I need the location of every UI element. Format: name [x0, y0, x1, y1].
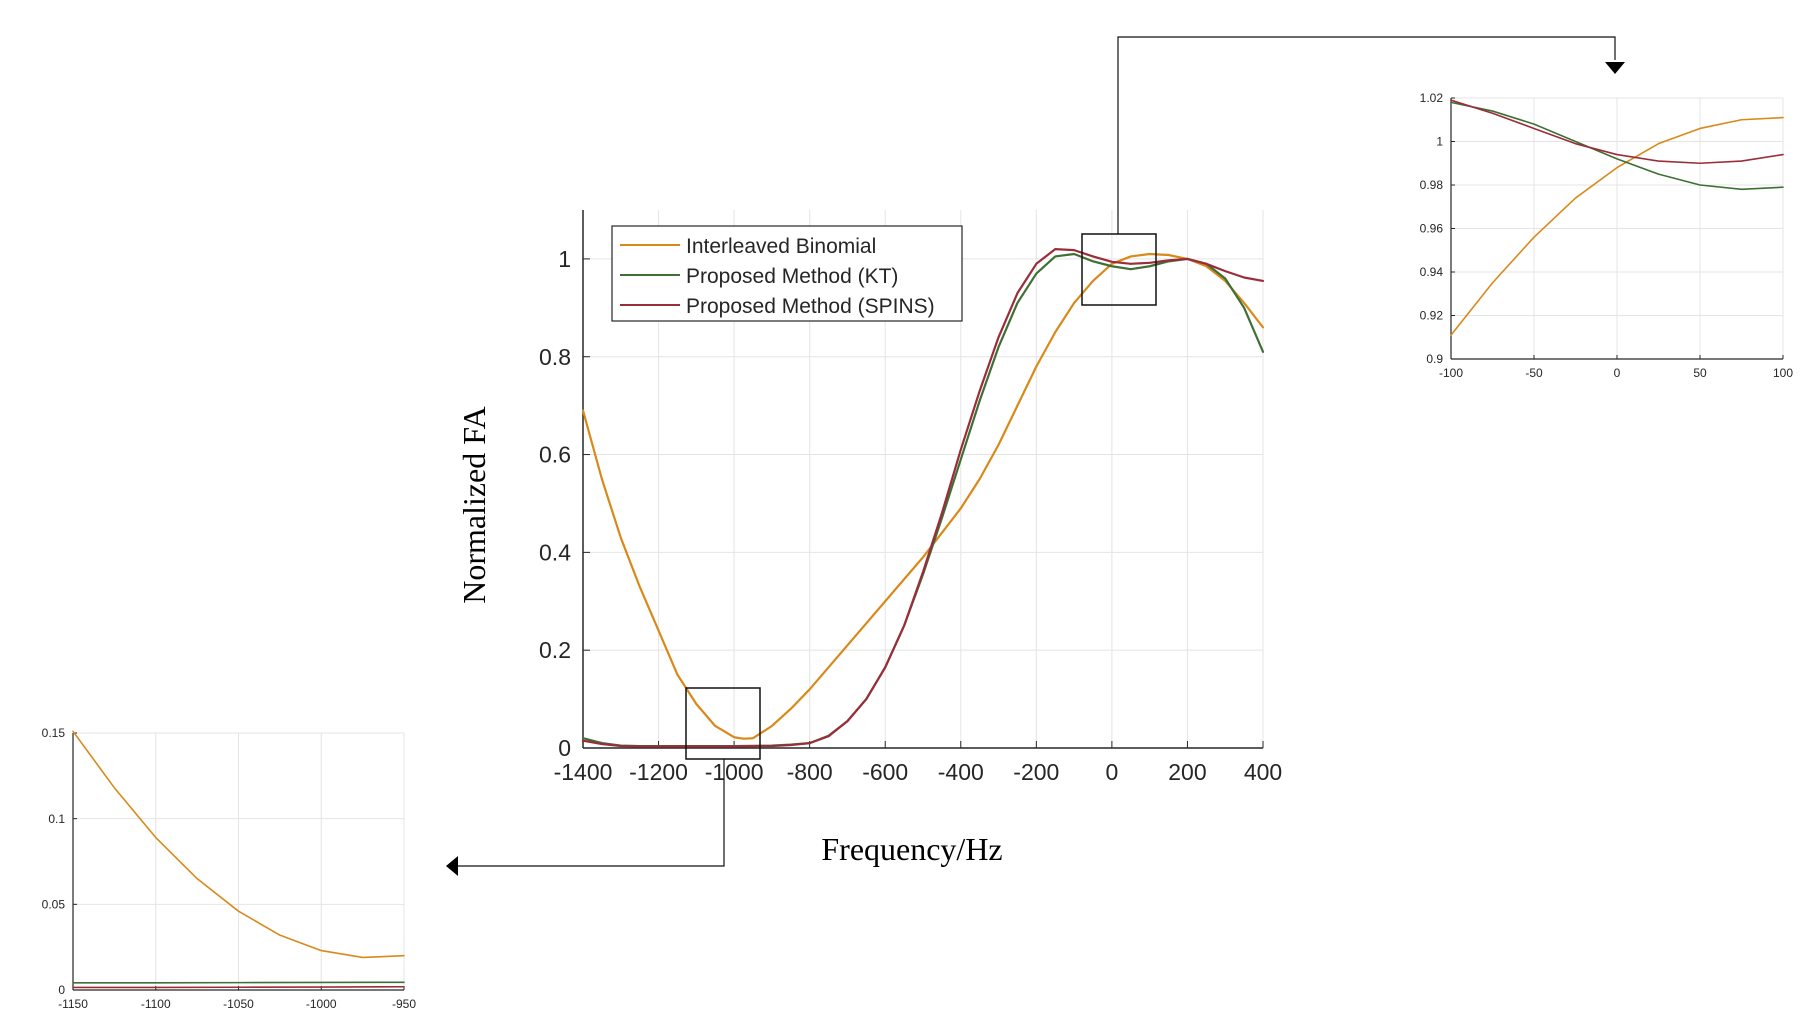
inset-right-xtick-label: 0: [1614, 366, 1621, 380]
main-series-kt-line: [581, 252, 1265, 748]
inset-right-ytick-label: 1.02: [1420, 91, 1444, 105]
connector-line-left: [458, 759, 725, 867]
inset-right-series-spins-line: [1450, 99, 1784, 165]
zoom-annotations: [446, 36, 1625, 876]
main-ytick-label: 1: [558, 246, 571, 272]
inset-left-ytick-label: 0.1: [48, 812, 65, 826]
main-xtick-label: -200: [1013, 759, 1059, 785]
zoom-box-left: [685, 687, 761, 760]
inset-right-ytick-label: 0.98: [1420, 178, 1444, 192]
legend-label-kt: Proposed Method (KT): [686, 265, 898, 288]
inset-left-series-interleaved-line: [72, 730, 405, 959]
inset-left-ytick-label: 0.15: [42, 726, 66, 740]
main-xtick-label: -800: [787, 759, 833, 785]
inset-chart-right: -100 -50 0 50 100 0.9 0.92 0.94 0.96 0.98 1 1.02: [1420, 91, 1794, 380]
connector-line-right: [1117, 36, 1616, 234]
inset-right-ytick-label: 1: [1436, 135, 1443, 149]
arrowhead-right: [1605, 62, 1625, 74]
main-ytick-label: 0: [558, 735, 571, 761]
inset-right-xtick-label: -100: [1439, 366, 1463, 380]
inset-right-ytick-label: 0.96: [1420, 222, 1444, 236]
inset-right-ytick-label: 0.9: [1426, 352, 1443, 366]
y-axis-title: Normalized FA: [456, 406, 492, 604]
legend: Interleaved Binomial Proposed Method (KT…: [611, 225, 963, 322]
main-ytick-label: 0.4: [539, 539, 571, 565]
inset-left-xtick-label: -950: [392, 997, 416, 1011]
inset-left-xtick-label: -1000: [306, 997, 337, 1011]
zoom-box-right: [1081, 233, 1157, 306]
inset-right-ytick-label: 0.94: [1420, 265, 1444, 279]
inset-right-xtick-label: 100: [1773, 366, 1793, 380]
inset-right-series-kt-line: [1450, 101, 1784, 191]
inset-right-xtick-label: -50: [1525, 366, 1543, 380]
main-series-spins-line: [581, 248, 1265, 748]
inset-right-xtick-label: 50: [1693, 366, 1707, 380]
main-xtick-label: -1400: [554, 759, 613, 785]
main-xtick-label: -600: [862, 759, 908, 785]
inset-left-xtick-label: -1150: [58, 997, 88, 1011]
inset-left-ytick-label: 0.05: [42, 898, 66, 912]
main-xtick-label: 0: [1105, 759, 1118, 785]
x-axis-title: Frequency/Hz: [821, 831, 1002, 867]
inset-left-series-spins-line: [72, 985, 405, 989]
inset-left-xtick-label: -1050: [223, 997, 254, 1011]
main-xtick-label: -1000: [705, 759, 764, 785]
main-ytick-label: 0.8: [539, 344, 571, 370]
main-ytick-label: 0.6: [539, 442, 571, 468]
inset-chart-left: -1150 -1100 -1050 -1000 -950 0 0.05 0.1 0.15: [42, 726, 417, 1011]
main-xtick-label: 400: [1244, 759, 1282, 785]
legend-label-spins: Proposed Method (SPINS): [686, 295, 935, 318]
inset-left-xtick-label: -1100: [141, 997, 171, 1011]
main-xtick-label: 200: [1168, 759, 1206, 785]
main-xtick-label: -400: [938, 759, 984, 785]
inset-right-ytick-label: 0.92: [1420, 309, 1444, 323]
main-xtick-label: -1200: [629, 759, 688, 785]
inset-left-ytick-label: 0: [58, 983, 65, 997]
legend-label-interleaved: Interleaved Binomial: [686, 235, 876, 258]
inset-left-series-kt-line: [72, 981, 405, 984]
inset-right-series-interleaved-line: [1450, 116, 1784, 336]
main-series-interleaved-line: [581, 252, 1265, 740]
arrowhead-left: [446, 856, 458, 876]
main-ytick-label: 0.2: [539, 637, 571, 663]
